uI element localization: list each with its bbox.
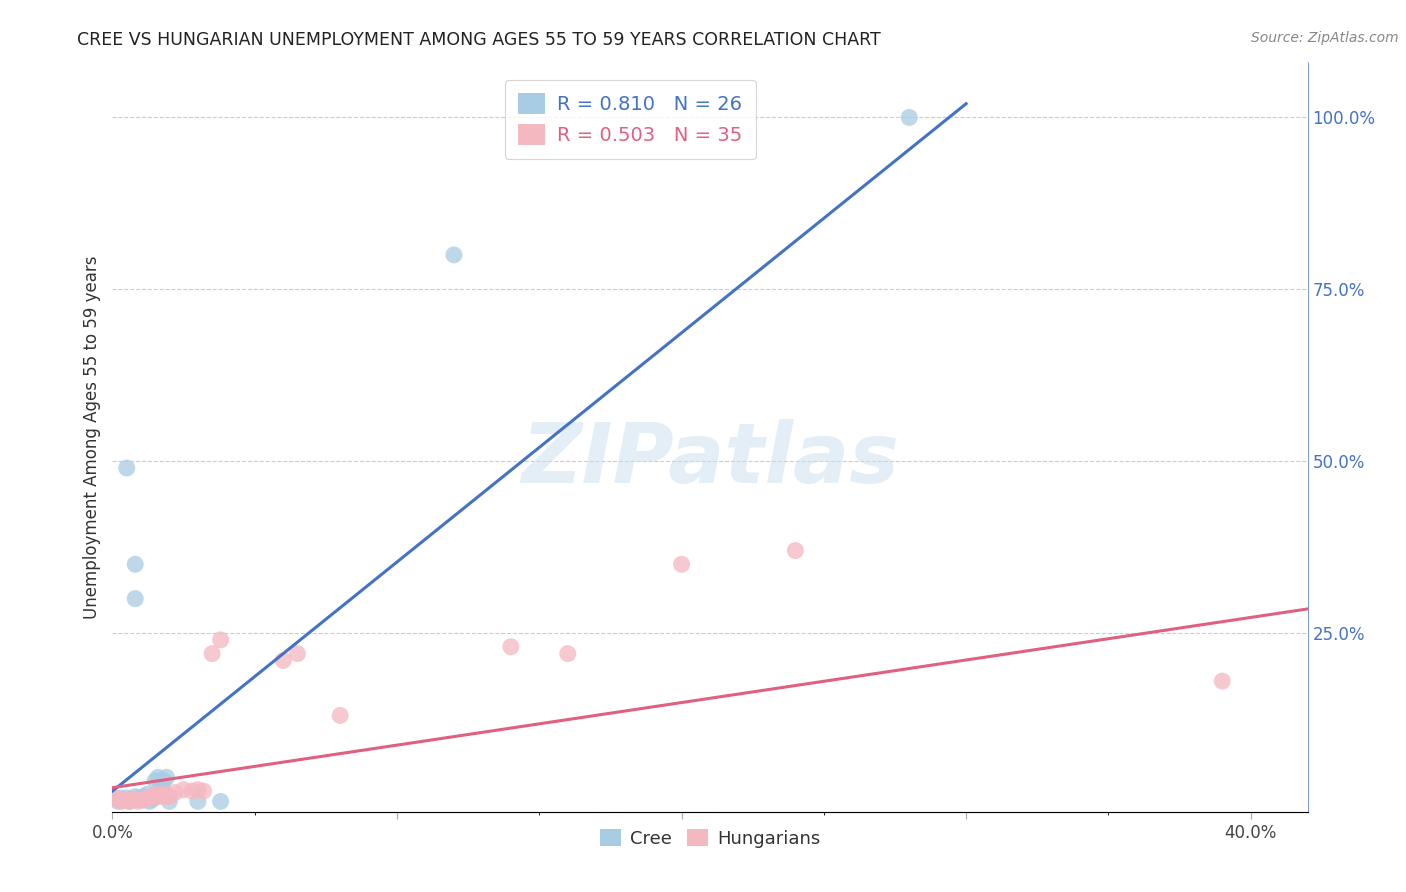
- Point: [157, 789, 180, 804]
- Point: [112, 793, 135, 807]
- Point: [132, 793, 155, 807]
- Text: Source: ZipAtlas.com: Source: ZipAtlas.com: [1251, 31, 1399, 45]
- Point: [1211, 674, 1233, 689]
- Point: [187, 794, 209, 808]
- Point: [209, 632, 232, 647]
- Point: [187, 782, 209, 797]
- Point: [173, 782, 195, 797]
- Point: [112, 793, 135, 807]
- Point: [121, 792, 143, 806]
- Point: [121, 793, 143, 807]
- Point: [118, 794, 141, 808]
- Y-axis label: Unemployment Among Ages 55 to 59 years: Unemployment Among Ages 55 to 59 years: [83, 255, 101, 619]
- Point: [118, 794, 141, 808]
- Point: [165, 785, 187, 799]
- Point: [124, 792, 146, 806]
- Text: CREE VS HUNGARIAN UNEMPLOYMENT AMONG AGES 55 TO 59 YEARS CORRELATION CHART: CREE VS HUNGARIAN UNEMPLOYMENT AMONG AGE…: [77, 31, 882, 49]
- Point: [141, 789, 163, 804]
- Point: [115, 461, 138, 475]
- Point: [138, 794, 160, 808]
- Point: [115, 792, 138, 806]
- Point: [181, 784, 204, 798]
- Point: [107, 794, 129, 808]
- Point: [557, 647, 579, 661]
- Point: [193, 784, 215, 798]
- Point: [132, 789, 155, 804]
- Point: [898, 111, 921, 125]
- Point: [785, 543, 807, 558]
- Text: ZIPatlas: ZIPatlas: [522, 419, 898, 500]
- Point: [127, 791, 149, 805]
- Point: [146, 770, 169, 784]
- Point: [143, 788, 166, 802]
- Point: [443, 248, 465, 262]
- Point: [499, 640, 522, 654]
- Point: [155, 770, 177, 784]
- Point: [141, 792, 163, 806]
- Legend: Cree, Hungarians: Cree, Hungarians: [592, 822, 828, 855]
- Point: [110, 794, 132, 808]
- Point: [124, 591, 146, 606]
- Point: [127, 794, 149, 808]
- Point: [115, 791, 138, 805]
- Point: [152, 789, 174, 804]
- Point: [124, 558, 146, 572]
- Point: [155, 788, 177, 802]
- Point: [107, 792, 129, 806]
- Point: [271, 653, 294, 667]
- Point: [110, 791, 132, 805]
- Point: [329, 708, 352, 723]
- Point: [138, 791, 160, 805]
- Point: [104, 791, 127, 805]
- Point: [129, 793, 152, 807]
- Point: [152, 773, 174, 788]
- Point: [287, 647, 309, 661]
- Point: [146, 789, 169, 804]
- Point: [135, 791, 157, 805]
- Point: [201, 647, 224, 661]
- Point: [129, 792, 152, 806]
- Point: [143, 773, 166, 788]
- Point: [671, 558, 693, 572]
- Point: [149, 788, 172, 802]
- Point: [124, 789, 146, 804]
- Point: [149, 777, 172, 791]
- Point: [135, 788, 157, 802]
- Point: [209, 794, 232, 808]
- Point: [157, 794, 180, 808]
